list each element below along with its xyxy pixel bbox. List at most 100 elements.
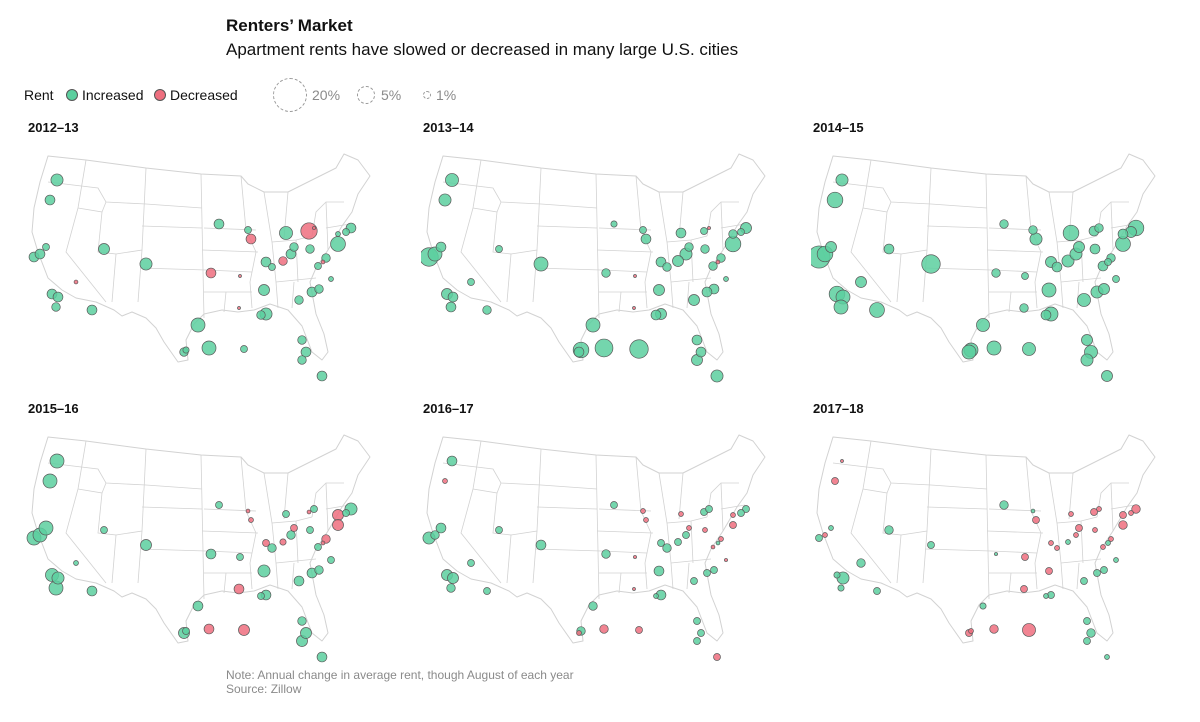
- city-bubble-baltimore: [715, 540, 721, 546]
- city-bubble-new-york: [729, 521, 737, 529]
- us-map-2017-18: [815, 434, 1156, 660]
- city-bubble-orlando: [300, 627, 312, 639]
- state-border: [706, 482, 739, 518]
- state-border: [263, 472, 279, 590]
- city-bubble-seattle: [50, 173, 64, 187]
- city-bubble-new-york: [1118, 520, 1128, 530]
- city-bubble-san-jose: [34, 248, 46, 260]
- city-bubble-austin: [968, 628, 974, 634]
- panel-title: 2012–13: [28, 120, 79, 135]
- state-border: [496, 482, 502, 494]
- state-border: [930, 484, 988, 490]
- state-border: [924, 548, 992, 552]
- city-bubble-birmingham: [257, 592, 265, 600]
- state-border: [1110, 482, 1114, 532]
- state-border: [1048, 191, 1064, 309]
- city-bubble-charlotte: [688, 294, 700, 306]
- city-bubble-baltimore: [1105, 540, 1111, 546]
- city-bubble-jacksonville: [1083, 617, 1091, 625]
- state-border: [926, 506, 988, 510]
- state-border: [1076, 281, 1080, 309]
- city-bubble-detroit: [279, 226, 293, 240]
- city-bubble-portland: [438, 193, 452, 207]
- city-bubble-san-antonio: [961, 344, 977, 360]
- city-bubble-chicago: [640, 233, 652, 245]
- city-bubble-richmond: [1098, 283, 1110, 295]
- city-bubble-seattle: [445, 173, 459, 187]
- state-border: [540, 484, 598, 490]
- city-bubble-phoenix: [483, 587, 491, 595]
- city-bubble-orlando: [695, 346, 707, 358]
- map-panel-2015-16: 2015–16: [26, 401, 406, 671]
- city-bubble-memphis: [233, 583, 245, 595]
- state-border: [460, 159, 502, 303]
- state-border: [249, 562, 253, 590]
- state-border: [311, 201, 344, 237]
- city-bubble-jacksonville: [693, 617, 701, 625]
- city-bubble-portland: [442, 478, 448, 484]
- city-bubble-louisville: [662, 543, 672, 553]
- state-border: [249, 281, 253, 309]
- state-borders: [442, 440, 746, 600]
- city-bubble-miami: [1101, 370, 1113, 382]
- city-bubble-cleveland: [1073, 241, 1085, 253]
- city-bubble-houston: [986, 340, 1002, 356]
- state-border: [596, 530, 654, 534]
- city-bubble-buffalo: [1090, 508, 1098, 516]
- city-bubble-riverside: [447, 572, 459, 584]
- city-bubble-raleigh: [701, 286, 713, 298]
- state-border: [101, 201, 107, 213]
- city-bubble-austin: [182, 346, 190, 354]
- city-bubble-memphis: [1019, 303, 1029, 313]
- state-border: [460, 440, 502, 584]
- city-bubble-st-louis: [1021, 272, 1029, 280]
- city-bubble-charlotte: [294, 295, 304, 305]
- city-bubble-indianapolis: [657, 539, 665, 547]
- state-border: [644, 562, 648, 590]
- map-panel-2013-14: 2013–14: [421, 120, 801, 390]
- city-bubble-louisville: [268, 263, 276, 271]
- city-bubble-houston: [989, 624, 999, 634]
- legend: Rent Increased Decreased 20% 5% 1%: [24, 74, 624, 118]
- city-bubble-milwaukee: [1028, 225, 1038, 235]
- city-bubble-buffalo: [700, 227, 708, 235]
- city-bubble-detroit: [282, 510, 290, 518]
- us-map-2013-14: [421, 153, 766, 383]
- city-bubble-birmingham: [653, 593, 659, 599]
- state-border: [201, 530, 259, 534]
- state-border: [496, 201, 502, 213]
- city-bubble-kansas-city: [601, 268, 611, 278]
- city-bubble-baltimore: [320, 540, 326, 546]
- city-bubble-chicago: [245, 233, 257, 245]
- chart-title: Renters’ Market: [226, 16, 353, 35]
- legend-size-5-label: 5%: [381, 87, 402, 103]
- state-border: [1060, 558, 1102, 564]
- city-bubble-charlotte: [293, 575, 305, 587]
- state-borders: [47, 440, 351, 600]
- legend-increased-swatch: [66, 89, 78, 101]
- city-bubble-salt-lake-city: [884, 525, 894, 535]
- city-bubble-cincinnati: [674, 538, 682, 546]
- city-bubble-miami: [1104, 654, 1110, 660]
- us-outline: [816, 153, 1156, 363]
- city-bubble-richmond: [314, 565, 324, 575]
- city-bubble-san-diego: [445, 301, 457, 313]
- state-border: [670, 277, 712, 283]
- city-bubble-washington: [314, 543, 322, 551]
- legend-increased-label: Increased: [82, 87, 144, 103]
- city-bubble-phoenix: [869, 302, 885, 318]
- city-bubble-milwaukee: [245, 508, 251, 514]
- state-border: [536, 225, 598, 229]
- state-border: [985, 454, 990, 600]
- state-border: [720, 201, 724, 251]
- state-border: [1068, 472, 1074, 520]
- panel-title: 2015–16: [28, 401, 79, 416]
- city-bubble-kansas-city: [994, 552, 998, 556]
- city-bubble-birmingham: [650, 309, 662, 321]
- city-bubble-tampa: [693, 637, 701, 645]
- city-bubble-new-orleans: [240, 345, 248, 353]
- city-bubble-st-louis: [633, 555, 637, 559]
- state-border: [472, 488, 512, 584]
- city-bubble-phoenix: [86, 304, 98, 316]
- state-border: [200, 173, 205, 319]
